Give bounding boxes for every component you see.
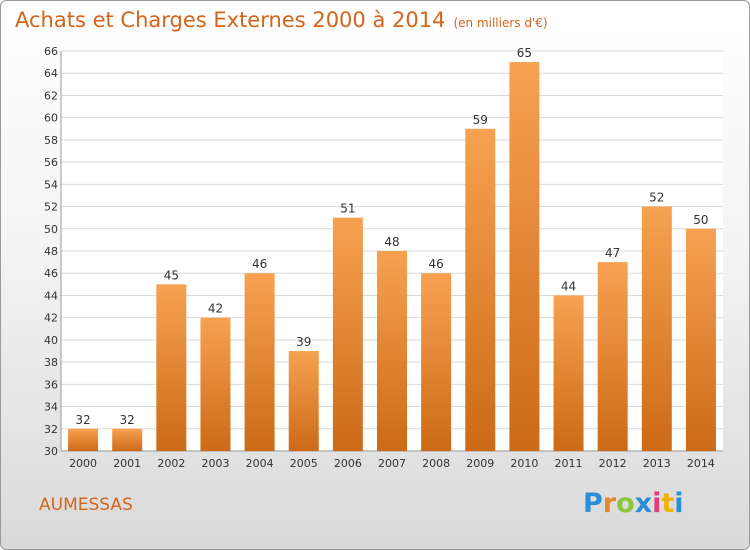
commune-name: AUMESSAS: [39, 495, 133, 515]
bar-value-label: 44: [561, 279, 576, 293]
chart-title: Achats et Charges Externes 2000 à 2014 (e…: [15, 8, 548, 32]
y-tick-label: 64: [44, 67, 58, 80]
bar-value-label: 48: [384, 235, 399, 249]
bar-value-label: 45: [164, 268, 179, 282]
y-tick-label: 58: [44, 134, 58, 147]
y-tick-label: 60: [44, 112, 58, 125]
y-tick-label: 34: [44, 401, 58, 414]
x-tick-label: 2007: [378, 457, 406, 470]
x-tick-label: 2004: [246, 457, 274, 470]
y-tick-label: 56: [44, 156, 58, 169]
logo-letter: t: [661, 488, 675, 519]
y-tick-label: 32: [44, 423, 58, 436]
logo-letter: i: [674, 488, 684, 519]
bar: [288, 351, 319, 451]
bar: [244, 273, 275, 451]
bar: [509, 62, 540, 451]
logo-letter: o: [616, 488, 635, 519]
bar-value-label: 50: [693, 213, 708, 227]
x-tick-label: 2002: [157, 457, 185, 470]
y-tick-label: 62: [44, 89, 58, 102]
bar-value-label: 39: [296, 335, 311, 349]
bar-value-label: 51: [340, 202, 355, 216]
bar-value-label: 52: [649, 191, 664, 205]
x-tick-label: 2009: [466, 457, 494, 470]
bar: [156, 284, 187, 451]
bar-value-label: 65: [517, 46, 532, 60]
x-tick-label: 2001: [113, 457, 141, 470]
bar-value-label: 32: [75, 413, 90, 427]
proxiti-logo: Proxiti: [583, 488, 684, 519]
logo-letter: i: [652, 488, 662, 519]
bar: [465, 128, 496, 451]
y-tick-label: 66: [44, 45, 58, 58]
bar: [641, 206, 672, 451]
bar: [553, 295, 584, 451]
bar: [112, 428, 143, 451]
x-tick-label: 2000: [69, 457, 97, 470]
chart-subtitle: (en milliers d'€): [453, 16, 548, 30]
bar: [200, 317, 231, 451]
y-tick-label: 50: [44, 223, 58, 236]
x-tick-label: 2005: [290, 457, 318, 470]
x-tick-label: 2013: [643, 457, 671, 470]
logo-letter: r: [602, 488, 617, 519]
bar: [68, 428, 99, 451]
y-tick-label: 42: [44, 312, 58, 325]
x-tick-label: 2011: [555, 457, 583, 470]
y-tick-label: 54: [44, 178, 58, 191]
bar-value-label: 46: [252, 257, 267, 271]
y-tick-label: 40: [44, 334, 58, 347]
logo-letter: P: [583, 488, 603, 519]
chart-title-text: Achats et Charges Externes 2000 à 2014: [15, 8, 446, 32]
y-tick-label: 36: [44, 378, 58, 391]
bar-value-label: 32: [120, 413, 135, 427]
logo-letter: x: [634, 488, 653, 519]
bar: [421, 273, 452, 451]
y-tick-label: 48: [44, 245, 58, 258]
bar: [685, 228, 716, 451]
x-tick-label: 2012: [599, 457, 627, 470]
bar-value-label: 46: [428, 257, 443, 271]
y-tick-label: 44: [44, 289, 58, 302]
x-tick-label: 2014: [687, 457, 715, 470]
x-tick-label: 2003: [201, 457, 229, 470]
y-tick-label: 46: [44, 267, 58, 280]
bar-value-label: 47: [605, 246, 620, 260]
x-tick-label: 2008: [422, 457, 450, 470]
bar-value-label: 42: [208, 302, 223, 316]
bar: [332, 217, 363, 451]
bar-value-label: 59: [473, 113, 488, 127]
x-tick-label: 2010: [510, 457, 538, 470]
y-tick-label: 30: [44, 445, 58, 458]
x-tick-label: 2006: [334, 457, 362, 470]
bar: [377, 251, 407, 451]
y-tick-label: 38: [44, 356, 58, 369]
bar: [597, 262, 628, 451]
y-tick-label: 52: [44, 201, 58, 214]
